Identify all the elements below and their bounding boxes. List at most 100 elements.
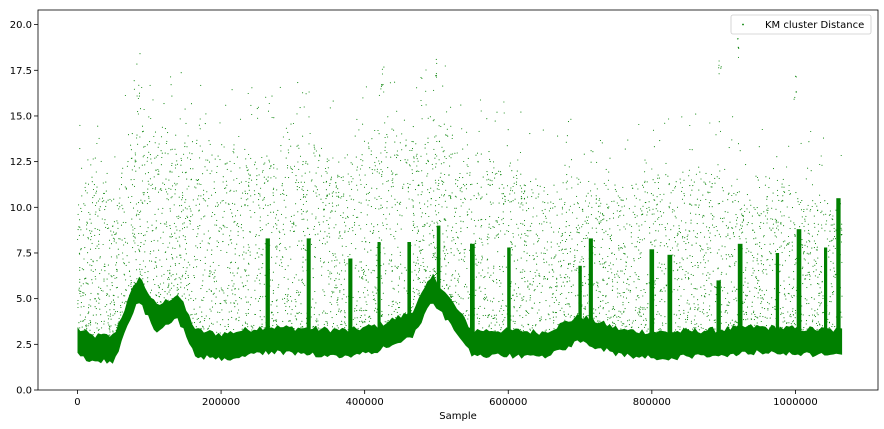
data-point bbox=[190, 216, 192, 218]
data-point bbox=[381, 206, 383, 208]
data-point bbox=[138, 84, 140, 86]
data-point bbox=[122, 221, 124, 223]
data-point bbox=[536, 312, 538, 314]
data-point bbox=[379, 252, 381, 254]
data-point bbox=[394, 154, 396, 156]
data-point bbox=[656, 196, 658, 198]
data-point bbox=[244, 328, 246, 330]
data-point bbox=[200, 288, 202, 290]
data-point bbox=[494, 330, 496, 332]
data-point bbox=[585, 222, 587, 224]
data-point bbox=[738, 302, 740, 304]
data-point bbox=[612, 264, 614, 266]
data-point bbox=[492, 272, 494, 274]
data-point bbox=[670, 256, 673, 258]
data-point bbox=[111, 282, 113, 284]
data-point bbox=[346, 263, 348, 265]
data-point bbox=[91, 242, 93, 244]
data-point bbox=[111, 200, 113, 202]
data-point bbox=[454, 152, 456, 154]
data-point bbox=[325, 181, 327, 183]
data-point bbox=[660, 289, 662, 291]
data-point bbox=[225, 180, 227, 182]
data-point bbox=[583, 307, 585, 309]
data-point bbox=[770, 313, 773, 315]
data-point bbox=[134, 236, 136, 238]
data-point bbox=[227, 267, 229, 269]
data-point bbox=[698, 214, 700, 216]
data-point bbox=[640, 289, 642, 292]
data-point bbox=[502, 321, 504, 323]
data-point bbox=[810, 284, 812, 286]
data-point bbox=[797, 316, 800, 318]
data-point bbox=[365, 301, 367, 303]
data-point bbox=[577, 203, 579, 205]
data-point bbox=[756, 207, 758, 209]
data-point bbox=[439, 281, 441, 283]
data-point bbox=[238, 288, 240, 290]
data-point bbox=[233, 302, 235, 304]
data-point bbox=[136, 63, 138, 65]
data-point bbox=[180, 286, 182, 288]
data-point bbox=[190, 103, 193, 105]
data-point bbox=[376, 311, 378, 313]
data-point bbox=[311, 179, 313, 181]
data-point bbox=[447, 287, 449, 289]
data-point bbox=[349, 328, 351, 330]
data-point bbox=[622, 301, 624, 303]
data-point bbox=[434, 252, 436, 254]
data-point bbox=[229, 190, 231, 192]
data-point bbox=[144, 240, 146, 242]
data-point bbox=[746, 313, 748, 315]
data-point bbox=[84, 247, 86, 249]
data-point bbox=[747, 286, 749, 288]
data-point bbox=[372, 298, 374, 301]
data-point bbox=[510, 211, 512, 213]
data-point bbox=[336, 325, 338, 327]
data-point bbox=[181, 192, 184, 194]
data-point bbox=[122, 167, 124, 169]
data-point bbox=[687, 272, 689, 274]
data-point bbox=[144, 271, 146, 274]
data-point bbox=[83, 292, 85, 294]
data-point bbox=[315, 328, 317, 330]
data-point bbox=[517, 259, 519, 261]
data-point bbox=[457, 279, 459, 281]
data-point bbox=[701, 311, 703, 313]
data-point bbox=[705, 198, 707, 201]
data-point bbox=[745, 312, 748, 314]
data-point bbox=[800, 328, 802, 330]
data-point bbox=[454, 277, 456, 279]
data-point bbox=[375, 157, 377, 159]
data-point bbox=[207, 242, 209, 244]
data-point bbox=[186, 285, 188, 287]
data-point bbox=[457, 278, 459, 280]
data-point bbox=[154, 283, 156, 286]
data-point bbox=[173, 204, 175, 206]
data-point bbox=[605, 295, 607, 297]
data-point bbox=[281, 262, 283, 264]
data-point bbox=[295, 301, 297, 303]
data-point bbox=[767, 207, 769, 209]
data-point bbox=[335, 256, 337, 258]
data-point bbox=[256, 108, 258, 110]
data-point bbox=[581, 256, 583, 258]
data-point bbox=[641, 239, 643, 241]
data-point bbox=[714, 328, 716, 330]
data-point bbox=[794, 312, 796, 314]
data-point bbox=[296, 244, 299, 246]
data-point bbox=[726, 304, 728, 306]
data-point bbox=[528, 312, 530, 315]
data-point bbox=[539, 283, 541, 285]
data-point bbox=[526, 310, 528, 313]
data-point bbox=[672, 254, 674, 256]
data-point bbox=[642, 313, 645, 315]
data-point bbox=[658, 177, 660, 179]
data-point bbox=[808, 233, 811, 235]
data-point bbox=[466, 227, 468, 229]
data-point bbox=[419, 281, 421, 283]
data-point bbox=[835, 229, 837, 231]
data-point bbox=[474, 254, 476, 256]
data-point bbox=[433, 190, 435, 192]
data-point bbox=[769, 327, 771, 329]
